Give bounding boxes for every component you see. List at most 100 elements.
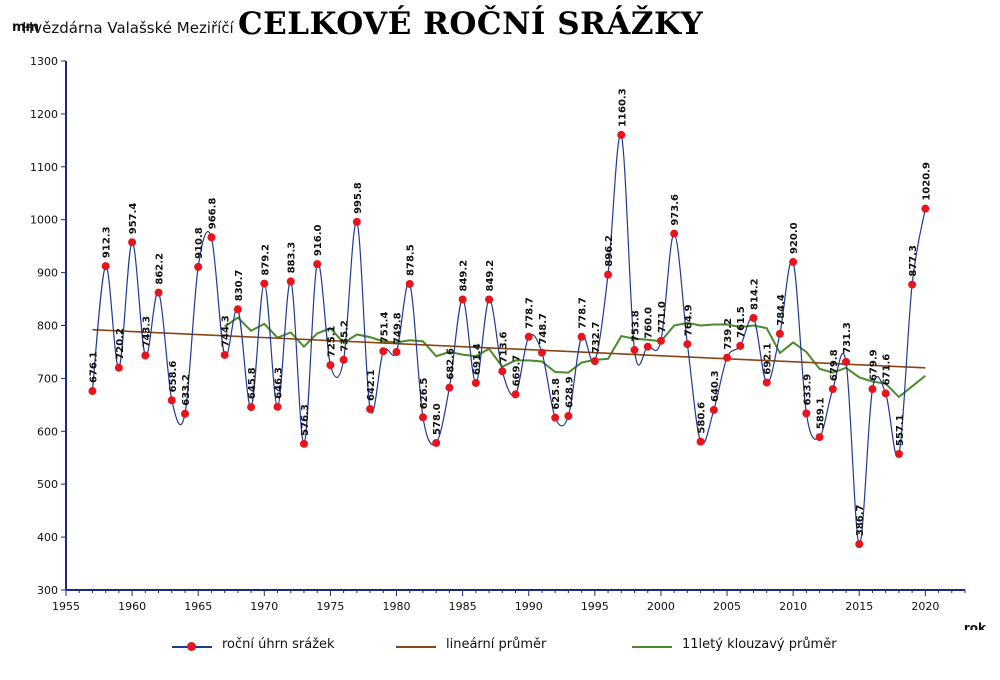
x-tick-label: 2010 [779, 600, 807, 613]
data-label-1994: 778.7 [578, 297, 589, 329]
data-label-2005: 739.2 [723, 318, 734, 350]
legend-label-linear: lineární průměr [446, 637, 547, 652]
data-point-1978 [366, 405, 375, 414]
data-label-1995: 732.7 [591, 321, 602, 353]
x-tick-label: 1965 [184, 600, 212, 613]
data-point-1989 [511, 390, 520, 399]
data-label-2017: 671.6 [882, 354, 893, 386]
data-label-2015: 386.7 [855, 504, 866, 536]
legend-swatch-moving [632, 646, 672, 648]
data-point-1984 [445, 383, 454, 392]
data-point-2015 [855, 540, 864, 549]
legend-label-annual: roční úhrn srážek [222, 637, 335, 652]
data-label-1967: 744.3 [221, 315, 232, 347]
data-label-1965: 910.8 [194, 227, 205, 259]
data-label-1982: 626.5 [419, 378, 430, 410]
y-tick-label: 800 [37, 320, 58, 333]
y-tick-label: 1100 [30, 161, 58, 174]
data-label-2000: 771.0 [657, 301, 668, 333]
x-tick-label: 1995 [581, 600, 609, 613]
data-point-1998 [630, 345, 639, 354]
data-label-1973: 576.3 [300, 404, 311, 436]
data-label-1978: 642.1 [366, 369, 377, 401]
data-point-2016 [868, 385, 877, 394]
data-label-2002: 764.9 [683, 304, 694, 336]
data-label-1962: 862.2 [155, 253, 166, 285]
data-point-1991 [537, 348, 546, 357]
data-point-1958 [101, 262, 110, 271]
data-label-1970: 879.2 [260, 244, 271, 276]
data-label-2011: 633.9 [802, 374, 813, 406]
data-point-1967 [220, 350, 229, 359]
data-point-1965 [194, 262, 203, 271]
data-label-1957: 676.1 [88, 351, 99, 383]
y-tick-label: 400 [37, 531, 58, 544]
y-tick-label: 1000 [30, 214, 58, 227]
data-label-1993: 628.9 [564, 376, 575, 408]
data-point-1979 [379, 347, 388, 356]
data-point-2000 [656, 336, 665, 345]
data-label-1990: 778.7 [525, 297, 536, 329]
data-point-1966 [207, 233, 216, 242]
data-point-1957 [88, 387, 97, 396]
data-label-2008: 692.1 [763, 343, 774, 375]
data-point-2006 [736, 341, 745, 350]
legend-swatch-annual-marker [187, 642, 196, 651]
data-point-1983 [432, 438, 441, 447]
data-point-2020 [921, 204, 930, 213]
data-label-2014: 731.3 [842, 322, 853, 354]
data-label-1961: 743.3 [141, 316, 152, 348]
data-point-1972 [286, 277, 295, 286]
data-label-1989: 669.7 [512, 355, 523, 387]
data-label-2006: 761.5 [736, 306, 747, 338]
data-point-2014 [842, 357, 851, 366]
data-point-1969 [247, 403, 256, 412]
precipitation-chart: 300 400 500 600 700 800 900 1000 1100 1200 1300 195… [30, 55, 987, 630]
data-label-1986: 691.4 [472, 343, 483, 375]
data-point-1981 [405, 279, 414, 288]
data-point-1962 [154, 288, 163, 297]
data-point-1975 [326, 361, 335, 370]
data-point-1960 [128, 238, 137, 247]
data-point-1988 [498, 367, 507, 376]
data-point-1994 [577, 332, 586, 341]
data-point-1999 [643, 342, 652, 351]
x-tick-label: 1960 [118, 600, 146, 613]
data-label-1964: 633.2 [181, 374, 192, 406]
data-point-1977 [352, 217, 361, 226]
data-point-2009 [775, 329, 784, 338]
data-label-1996: 896.2 [604, 235, 615, 267]
x-tick-label: 1980 [383, 600, 411, 613]
axes-layer: 300 400 500 600 700 800 900 1000 1100 1200 1300 195… [30, 55, 987, 630]
data-label-1972: 883.3 [287, 242, 298, 274]
data-point-2002 [683, 340, 692, 349]
data-label-1979: 751.4 [379, 312, 390, 344]
data-label-1977: 995.8 [353, 182, 364, 214]
data-label-1975: 725.1 [326, 325, 337, 357]
data-label-2018: 557.1 [895, 414, 906, 446]
data-label-1988: 713.6 [498, 332, 509, 364]
data-label-1960: 957.4 [128, 203, 139, 235]
x-tick-label: 1955 [52, 600, 80, 613]
data-point-1976 [339, 355, 348, 364]
data-point-2007 [749, 313, 758, 322]
y-tick-label: 1300 [30, 55, 58, 68]
data-label-1969: 645.8 [247, 367, 258, 399]
data-point-1997 [617, 130, 626, 139]
data-point-1992 [551, 413, 560, 422]
data-point-1959 [114, 363, 123, 372]
data-point-1963 [167, 396, 176, 405]
y-tick-label: 600 [37, 425, 58, 438]
data-label-1980: 749.8 [393, 312, 404, 344]
data-point-1980 [392, 348, 401, 357]
y-axis-unit: mm [12, 20, 40, 35]
data-label-1985: 849.2 [459, 260, 470, 292]
data-label-2020: 1020.9 [921, 162, 932, 201]
data-point-2004 [709, 405, 718, 414]
series-markers [88, 130, 930, 549]
data-point-1996 [604, 270, 613, 279]
legend-swatch-linear [396, 646, 436, 648]
data-label-1984: 682.6 [445, 348, 456, 380]
data-label-1998: 753.8 [630, 310, 641, 342]
data-point-1993 [564, 412, 573, 421]
